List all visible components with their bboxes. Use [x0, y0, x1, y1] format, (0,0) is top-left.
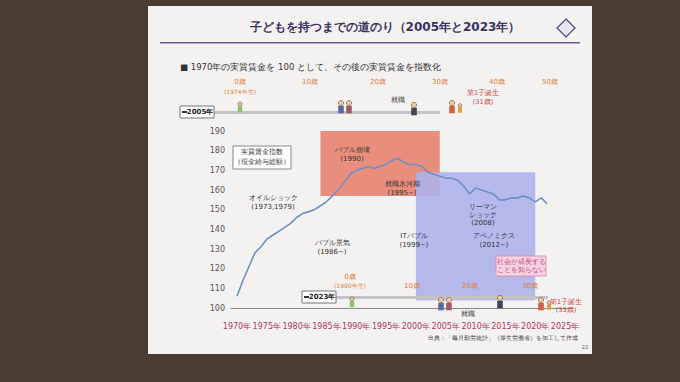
svg-text:100: 100	[210, 304, 225, 313]
svg-text:就職氷河期: 就職氷河期	[385, 180, 420, 188]
svg-text:1980年: 1980年	[282, 322, 310, 331]
svg-text:2000年: 2000年	[402, 322, 430, 331]
svg-text:第1子誕生: 第1子誕生	[467, 89, 499, 97]
svg-text:190: 190	[210, 127, 225, 136]
svg-text:1970年: 1970年	[223, 322, 251, 331]
svg-text:40歳: 40歳	[489, 78, 505, 86]
svg-text:20歳: 20歳	[370, 78, 386, 86]
svg-text:(1995~): (1995~)	[387, 189, 416, 197]
svg-text:2005年: 2005年	[187, 108, 213, 116]
svg-text:ショック: ショック	[469, 211, 497, 219]
svg-text:（現金給与総額）: （現金給与総額）	[234, 158, 290, 166]
svg-text:(1990年生): (1990年生)	[334, 282, 366, 289]
svg-text:130: 130	[210, 245, 225, 254]
svg-text:30歳: 30歳	[522, 282, 538, 290]
svg-text:社会が成長する: 社会が成長する	[497, 258, 546, 266]
svg-text:リーマン: リーマン	[469, 203, 497, 211]
svg-text:2023年: 2023年	[309, 293, 335, 301]
svg-text:■ 1970年の実質賃金を 100 として、その後の実質賃金: ■ 1970年の実質賃金を 100 として、その後の実質賃金を指数化	[180, 62, 441, 72]
svg-text:1985年: 1985年	[312, 322, 340, 331]
svg-text:110: 110	[210, 284, 225, 293]
svg-text:第1子誕生: 第1子誕生	[550, 298, 582, 306]
svg-text:(1973,1979): (1973,1979)	[251, 203, 295, 211]
svg-text:0歳: 0歳	[344, 273, 355, 281]
svg-text:(33歳): (33歳)	[556, 306, 576, 314]
svg-text:就職: 就職	[391, 96, 405, 104]
svg-text:1975年: 1975年	[253, 322, 281, 331]
svg-text:実質賃金指数: 実質賃金指数	[241, 148, 283, 156]
svg-text:150: 150	[210, 205, 225, 214]
svg-text:アベノミクス: アベノミクス	[473, 232, 515, 240]
svg-text:2025年: 2025年	[551, 322, 579, 331]
svg-text:バブル崩壊: バブル崩壊	[334, 146, 370, 154]
svg-text:140: 140	[210, 225, 225, 234]
svg-text:2010年: 2010年	[461, 322, 489, 331]
svg-text:22: 22	[582, 344, 588, 350]
svg-text:2020年: 2020年	[521, 322, 549, 331]
svg-text:(2012~): (2012~)	[479, 241, 508, 249]
svg-text:1995年: 1995年	[372, 322, 400, 331]
svg-text:160: 160	[210, 186, 225, 195]
svg-text:20歳: 20歳	[462, 282, 478, 290]
svg-text:(2008): (2008)	[471, 219, 495, 227]
svg-text:2015年: 2015年	[491, 322, 519, 331]
svg-text:1990年: 1990年	[342, 322, 370, 331]
svg-text:バブル景気: バブル景気	[314, 239, 350, 247]
svg-text:50歳: 50歳	[542, 78, 558, 86]
svg-text:ITバブル: ITバブル	[400, 232, 427, 240]
svg-text:ことを知らない: ことを知らない	[497, 266, 546, 274]
svg-text:(1990): (1990)	[340, 155, 364, 163]
svg-text:(1974年生): (1974年生)	[224, 88, 256, 95]
svg-text:出典：「毎月勤労統計」（厚生労働省）を加工して作成: 出典：「毎月勤労統計」（厚生労働省）を加工して作成	[428, 335, 578, 342]
svg-text:就職: 就職	[461, 310, 475, 318]
svg-text:10歳: 10歳	[302, 78, 318, 86]
svg-text:(1999~): (1999~)	[399, 241, 428, 249]
svg-text:オイルショック: オイルショック	[249, 194, 298, 202]
svg-text:子どもを持つまでの道のり（2005年と2023年）: 子どもを持つまでの道のり（2005年と2023年）	[249, 20, 521, 34]
svg-text:(1986~): (1986~)	[317, 248, 346, 256]
svg-text:30歳: 30歳	[432, 78, 448, 86]
svg-text:(31歳): (31歳)	[473, 98, 493, 106]
svg-text:0歳: 0歳	[234, 78, 245, 86]
svg-text:2005年: 2005年	[432, 322, 460, 331]
svg-text:120: 120	[210, 264, 225, 273]
svg-text:10歳: 10歳	[404, 282, 420, 290]
svg-text:170: 170	[210, 166, 225, 175]
svg-text:180: 180	[210, 146, 225, 155]
